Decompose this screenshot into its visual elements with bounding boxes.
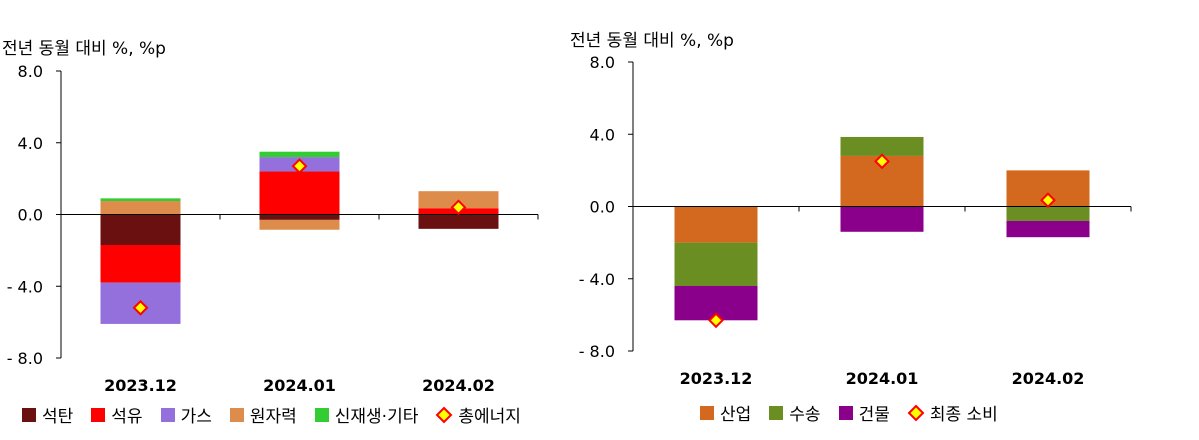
total-marker <box>1040 192 1056 209</box>
bar-segment-수송 <box>1006 206 1090 221</box>
bar-segment-건물 <box>1006 220 1090 238</box>
bar-segment-석탄 <box>418 214 499 229</box>
total-marker <box>874 153 890 170</box>
legend-label: 건물 <box>858 405 890 425</box>
y-tick-label: 0.0 <box>18 206 43 225</box>
y-tick-label: 4.0 <box>18 134 43 153</box>
legend-swatch <box>22 407 36 422</box>
bar-segment-석유 <box>259 171 340 215</box>
bar-segment-수송 <box>674 242 758 286</box>
legend-item: 건물 <box>838 400 890 425</box>
legend-item: 석탄 <box>22 402 73 427</box>
y-tick-label: 0.0 <box>590 198 615 217</box>
bar-segment-신재생·기타 <box>100 198 181 202</box>
chart-final-consumption: 전년 동월 대비 %, %p 8.0 4.0 0.0 - 4.0 - 8.0 2023.1… <box>560 0 1199 440</box>
legend-item-total: 최종 소비 <box>907 400 998 425</box>
legend-item: 원자력 <box>229 402 297 427</box>
y-tick-label: - 4.0 <box>7 277 43 296</box>
legend-item: 신재생·기타 <box>314 402 419 427</box>
x-category-label: 2023.12 <box>680 369 753 388</box>
legend-swatch <box>91 407 106 422</box>
chart-plot: 8.0 4.0 0.0 - 4.0 - 8.0 2023.12 2024.01 2024.02 <box>7 62 539 395</box>
y-tick-label: 8.0 <box>590 53 615 72</box>
y-tick-label: - 8.0 <box>7 349 43 368</box>
bar-segment-수송 <box>840 136 924 156</box>
legend-item-total: 총에너지 <box>435 402 521 427</box>
legend-label: 총에너지 <box>458 407 521 427</box>
legend-label: 최종 소비 <box>929 405 998 425</box>
chart-legend: 석탄 석유 가스 원자력 신재생·기타 총에너지 <box>22 402 539 427</box>
legend-label: 원자력 <box>249 407 297 427</box>
legend-label: 신재생·기타 <box>334 407 419 427</box>
bar-segment-석탄 <box>100 214 181 245</box>
legend-item: 수송 <box>769 400 821 425</box>
legend-item: 석유 <box>91 402 143 427</box>
legend-swatch <box>838 405 853 420</box>
x-category-label: 2024.01 <box>846 369 919 388</box>
bar-segment-석유 <box>100 244 181 283</box>
unit-label: 전년 동월 대비 %, %p <box>570 31 734 51</box>
x-category-label: 2024.02 <box>1012 369 1085 388</box>
legend-swatch <box>160 407 175 422</box>
legend-item: 가스 <box>160 402 212 427</box>
chart-legend: 산업 수송 건물 최종 소비 <box>700 400 1016 425</box>
y-tick-label: 8.0 <box>18 62 43 81</box>
total-marker <box>291 158 308 174</box>
total-marker <box>132 299 149 316</box>
bar-segment-산업 <box>674 206 758 243</box>
y-tick-label: - 8.0 <box>579 342 615 361</box>
legend-swatch <box>769 405 784 420</box>
chart-plot: 8.0 4.0 0.0 - 4.0 - 8.0 2023.12 2024.01 2024.02 <box>579 53 1132 388</box>
legend-swatch <box>229 407 244 422</box>
legend-label: 석유 <box>111 407 143 427</box>
total-marker <box>450 199 467 216</box>
diamond-icon <box>907 404 925 421</box>
legend-label: 석탄 <box>42 407 74 427</box>
total-marker <box>708 312 724 329</box>
bar-segment-신재생·기타 <box>259 151 340 158</box>
legend-label: 산업 <box>720 405 752 425</box>
y-tick-label: 4.0 <box>590 125 615 144</box>
diamond-icon <box>435 406 453 423</box>
legend-swatch <box>314 407 329 422</box>
x-category-label: 2024.02 <box>422 376 495 395</box>
x-category-label: 2023.12 <box>104 376 177 395</box>
x-category-label: 2024.01 <box>263 376 336 395</box>
legend-label: 수송 <box>789 405 821 425</box>
bar-segment-원자력 <box>259 219 340 230</box>
bar-segment-원자력 <box>100 201 181 215</box>
bar-segment-건물 <box>840 206 924 232</box>
legend-item: 산업 <box>700 400 751 425</box>
legend-label: 가스 <box>180 407 212 427</box>
chart-energy-source: 전년 동월 대비 %, %p 8.0 4.0 0.0 - 4.0 - 8.0 2023.1… <box>2 39 539 427</box>
unit-label: 전년 동월 대비 %, %p <box>2 39 166 59</box>
y-tick-label: - 4.0 <box>579 270 615 289</box>
bar-segment-석탄 <box>259 214 340 220</box>
legend-swatch <box>700 405 714 420</box>
